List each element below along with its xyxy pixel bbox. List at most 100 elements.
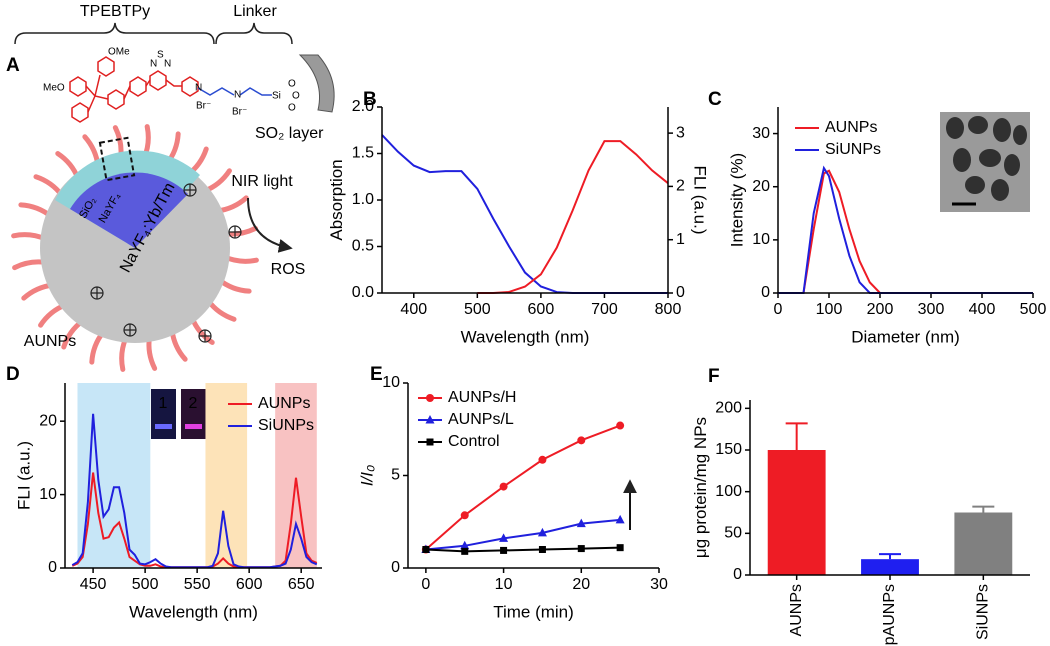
legend-label: AUNPs (825, 119, 877, 136)
y-tick-label: 1.0 (352, 191, 374, 208)
x-tick-label: 600 (236, 576, 263, 593)
marker (422, 546, 430, 553)
x-tick-label: 100 (816, 301, 843, 318)
product-label: ROS (271, 261, 306, 278)
panel-label: F (708, 366, 720, 387)
x-tick-label: 200 (867, 301, 894, 318)
x-tick-label: 20 (572, 576, 590, 593)
highlight-band (77, 383, 151, 568)
atom: Br⁻ (196, 101, 211, 112)
atom: O (288, 103, 296, 114)
legend-label: Control (448, 433, 500, 450)
marker (577, 436, 586, 445)
y-tick-label: 200 (715, 400, 742, 417)
x-axis-label: Wavelength (nm) (461, 327, 590, 346)
x-tick-label: 500 (132, 576, 159, 593)
line (425, 518, 621, 551)
y-tick-label: 100 (715, 483, 742, 500)
y-tick-label: 20 (752, 178, 770, 195)
y-tick-label: 10 (752, 231, 770, 248)
x-tick-label: pAUNPs (881, 584, 898, 645)
x-axis-label: Time (min) (493, 602, 574, 621)
legend-label: AUNPs (258, 395, 310, 412)
atom: MeO (43, 83, 65, 94)
x-tick-label: 10 (495, 576, 513, 593)
marker (615, 514, 625, 524)
y-tick-label: 50 (724, 525, 742, 542)
marker (499, 533, 509, 542)
linker (197, 87, 272, 96)
y-tick-label: 150 (715, 441, 742, 458)
legend-marker (425, 415, 435, 424)
panel-label: B (363, 89, 377, 110)
atom: Br⁻ (232, 107, 247, 118)
legend-label: SiUNPs (825, 141, 881, 158)
y2-axis-label: FLI (a.u.) (690, 166, 709, 235)
x-tick-label: 400 (400, 301, 427, 318)
brace (14, 22, 215, 45)
x-tick-label: SiUNPs (975, 584, 992, 640)
inset-label: 1 (159, 395, 168, 412)
line (425, 546, 621, 553)
bar (767, 450, 826, 575)
x-tick-label: 800 (655, 301, 682, 318)
particle-label: AUNPs (24, 333, 76, 350)
marker (461, 547, 469, 555)
marker (616, 421, 625, 430)
y-tick-label: 10 (39, 486, 57, 503)
marker (538, 455, 547, 464)
marker (577, 545, 585, 553)
panel-label: A (6, 55, 20, 76)
silica-surface (298, 54, 335, 113)
line (381, 134, 668, 294)
x-tick-label: 550 (184, 576, 211, 593)
y-tick-label: 1.5 (352, 145, 374, 162)
marker (460, 540, 470, 550)
y2-tick-label: 2 (676, 178, 685, 195)
line (778, 169, 1033, 294)
charges (90, 183, 242, 343)
atom: Si (272, 91, 281, 102)
vial-inset: 1 2 (151, 389, 206, 439)
schematic: A TPEBTPy Linker OMe MeO N S N N Br⁻ N B… (6, 3, 335, 372)
core (70, 172, 188, 248)
x-tick-label: 30 (650, 576, 668, 593)
y-tick-label: 0 (391, 559, 400, 576)
x-tick-label: 600 (528, 301, 555, 318)
x-axis-label: Diameter (nm) (851, 327, 960, 346)
y-tick-label: 20 (39, 412, 57, 429)
marker (499, 482, 508, 491)
marker (500, 546, 508, 554)
x-tick-label: 500 (1020, 301, 1047, 318)
marker (616, 544, 624, 552)
y-tick-label: 0 (48, 559, 57, 576)
brace-label: Linker (233, 3, 277, 20)
layer-label: SO₂ layer (255, 125, 324, 142)
highlight-box (98, 136, 136, 182)
legend-label: SiUNPs (258, 417, 314, 434)
inset-label: 2 (189, 395, 198, 412)
marker (460, 511, 469, 520)
atom: S (157, 50, 164, 61)
bar (954, 512, 1013, 575)
line (425, 424, 621, 551)
x-tick-label: AUNPs (788, 584, 805, 636)
marker (576, 518, 586, 528)
y-tick-label: 30 (752, 125, 770, 142)
brace (215, 22, 293, 45)
tem-inset (940, 112, 1030, 212)
legend-marker (426, 438, 434, 446)
x-tick-label: 450 (80, 576, 107, 593)
panel-label: D (6, 364, 20, 385)
legend-label: AUNPs/L (448, 411, 514, 428)
y-axis-label: Intensity (%) (728, 153, 747, 247)
x-tick-label: 0 (774, 301, 783, 318)
y-tick-label: 2.0 (352, 98, 374, 115)
atom: N (195, 83, 202, 94)
x-tick-label: 400 (969, 301, 996, 318)
marker (538, 546, 546, 553)
y2-tick-label: 0 (676, 284, 685, 301)
y-tick-label: 5 (391, 467, 400, 484)
bar (861, 559, 919, 575)
